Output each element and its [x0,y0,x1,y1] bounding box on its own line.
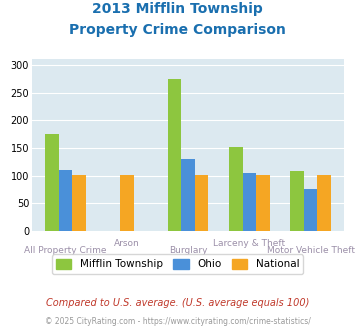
Bar [168,79,181,231]
Bar [256,175,269,231]
Text: Compared to U.S. average. (U.S. average equals 100): Compared to U.S. average. (U.S. average … [46,298,309,308]
Text: 2013 Mifflin Township: 2013 Mifflin Township [92,2,263,16]
Bar [181,159,195,231]
Bar [195,175,208,231]
Text: Larceny & Theft: Larceny & Theft [213,239,285,248]
Bar [317,175,331,231]
Bar [45,134,59,231]
Bar [72,175,86,231]
Bar [59,170,72,231]
Legend: Mifflin Township, Ohio, National: Mifflin Township, Ohio, National [51,254,304,274]
Text: Arson: Arson [114,239,140,248]
Text: Burglary: Burglary [169,247,207,255]
Bar [243,173,256,231]
Bar [290,171,304,231]
Bar [120,175,133,231]
Bar [304,189,317,231]
Text: All Property Crime: All Property Crime [24,247,107,255]
Text: © 2025 CityRating.com - https://www.cityrating.com/crime-statistics/: © 2025 CityRating.com - https://www.city… [45,317,310,326]
Bar [229,148,243,231]
Text: Motor Vehicle Theft: Motor Vehicle Theft [267,247,355,255]
Text: Property Crime Comparison: Property Crime Comparison [69,23,286,37]
